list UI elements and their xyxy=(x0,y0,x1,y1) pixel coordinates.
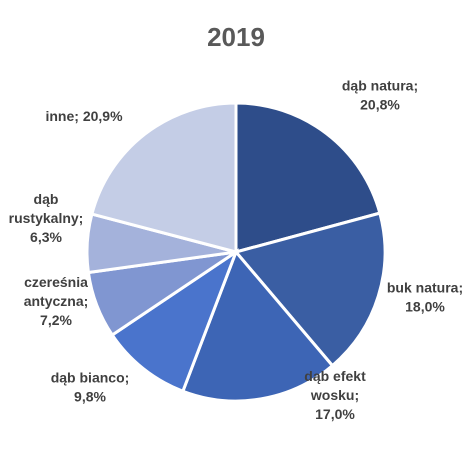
pie-slice xyxy=(233,211,387,368)
data-label: dąb rustykalny; 6,3% xyxy=(9,191,84,245)
chart-title: 2019 xyxy=(207,22,265,52)
pie-slices xyxy=(85,101,387,403)
data-label: czereśnia antyczna; 7,2% xyxy=(24,274,89,328)
pie-slice xyxy=(110,248,240,394)
data-label: inne; 20,9% xyxy=(45,108,123,124)
data-label: dąb efekt wosku; 17,0% xyxy=(304,368,366,422)
pie-slice xyxy=(234,101,382,254)
data-label: dąb natura; 20,8% xyxy=(342,78,418,113)
data-label: dąb bianco; 9,8% xyxy=(51,370,130,405)
pie-slice xyxy=(180,249,335,403)
data-label: buk natura; 18,0% xyxy=(387,280,463,315)
pie-data-labels: dąb natura; 20,8% buk natura; 18,0% dąb efek… xyxy=(9,78,463,423)
pie-slice xyxy=(90,101,238,254)
